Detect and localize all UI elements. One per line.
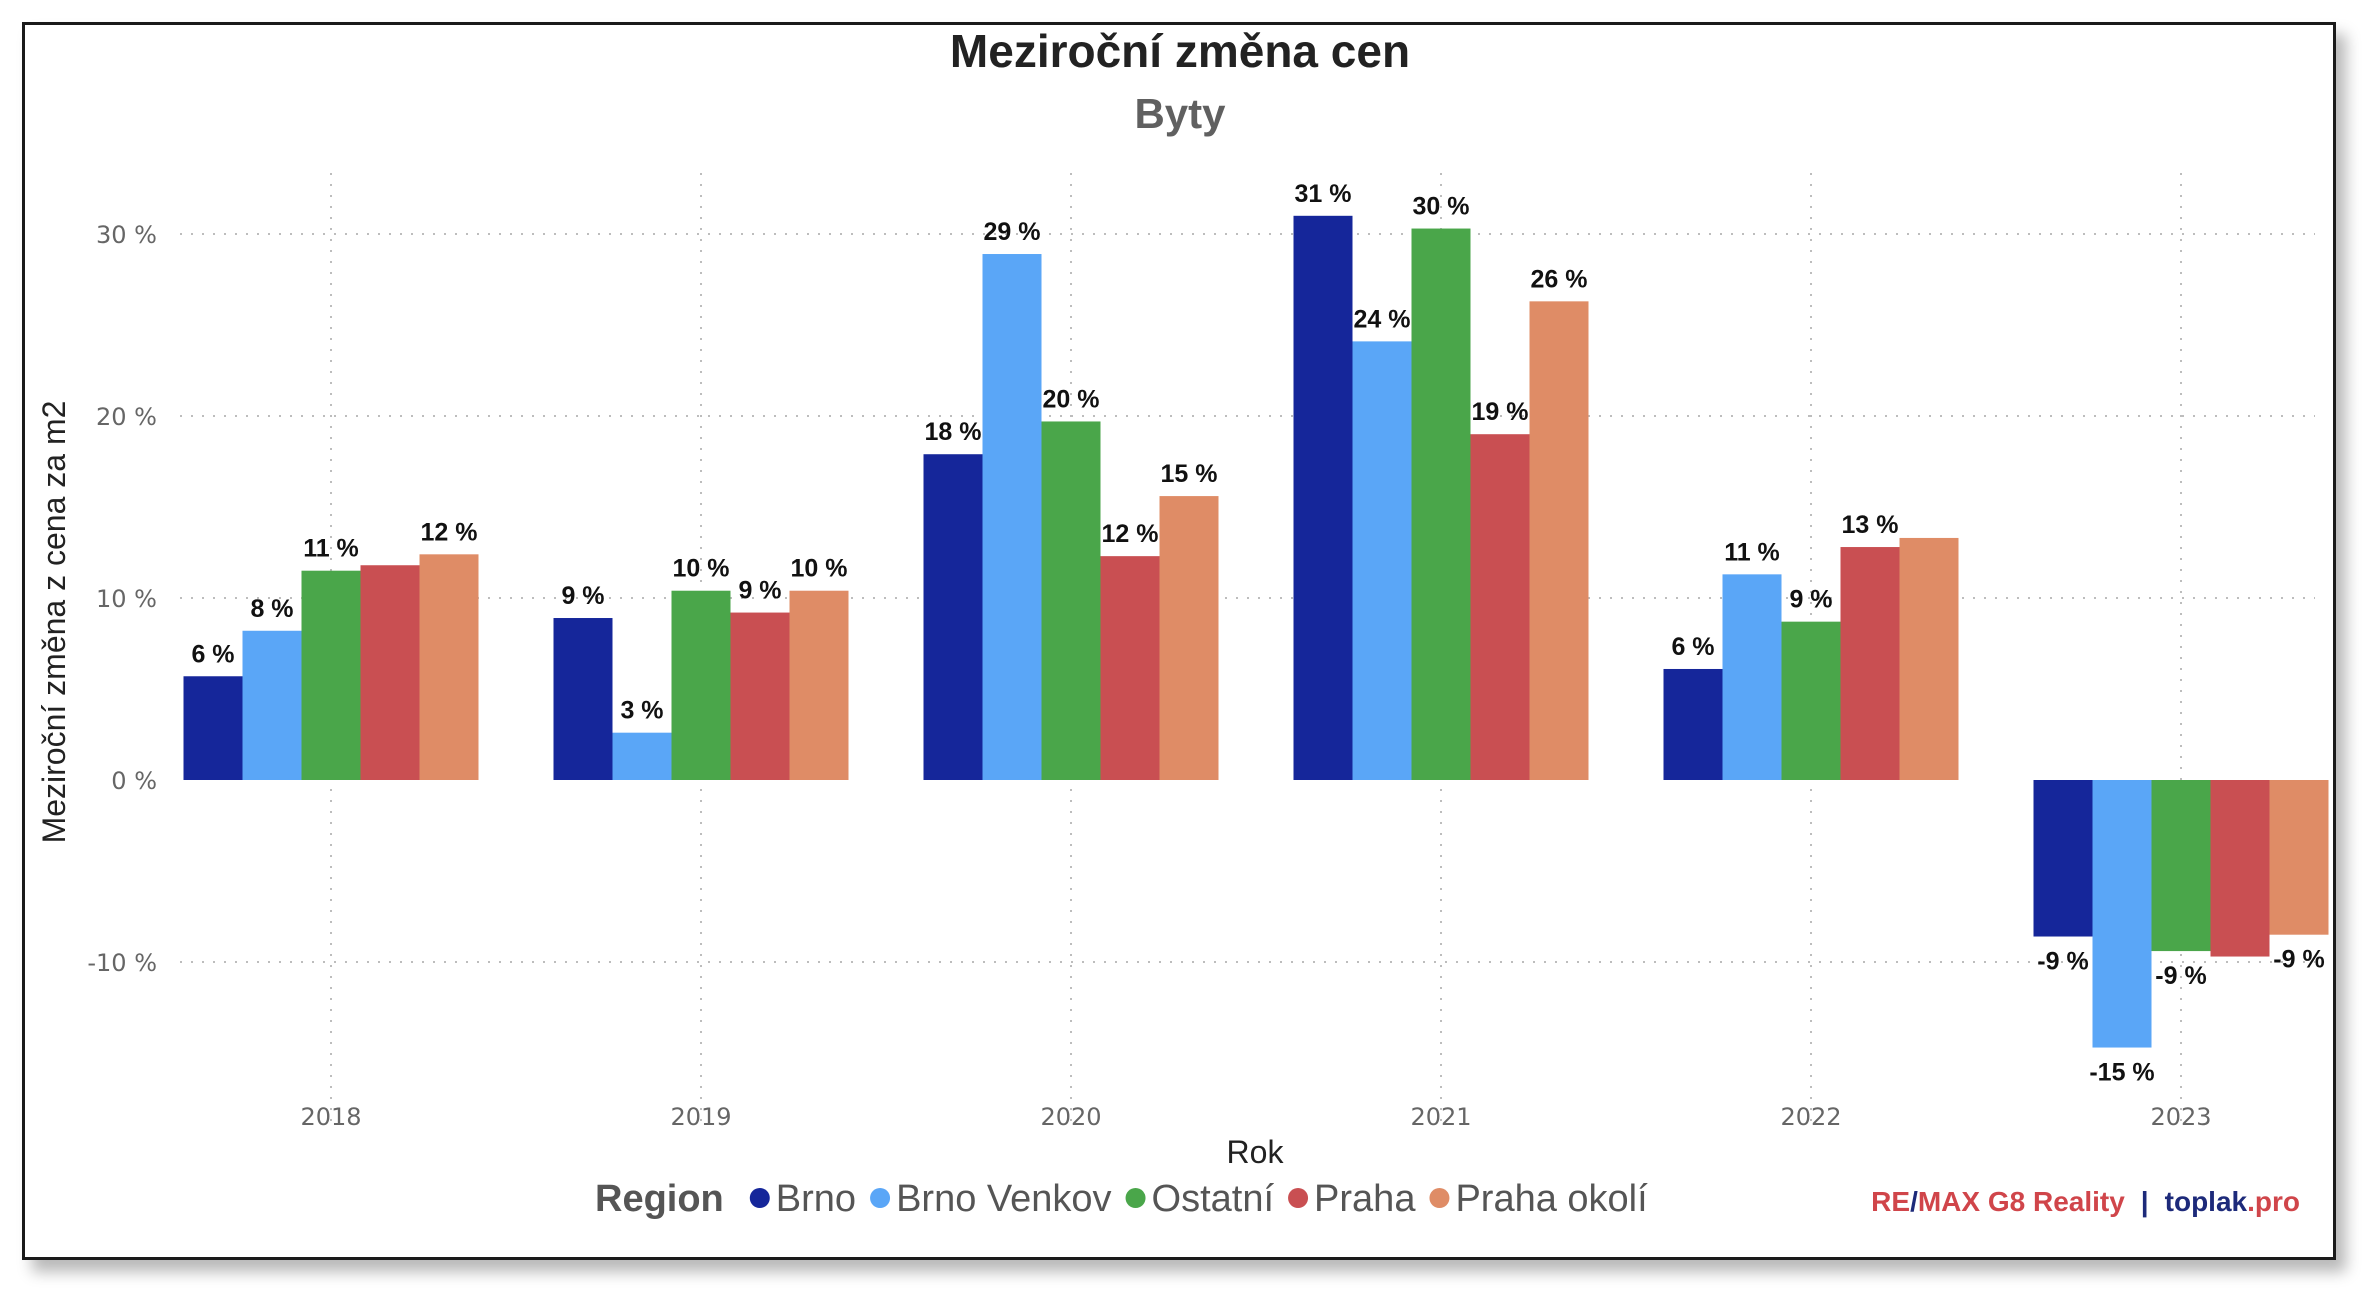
- legend-label: Praha: [1314, 1178, 1416, 1220]
- bar: [1159, 496, 1219, 780]
- credit-re: RE: [1871, 1186, 1910, 1217]
- y-tick-label: 10 %: [96, 585, 157, 613]
- data-label: 9 %: [738, 577, 781, 605]
- bar: [1041, 421, 1101, 780]
- legend-label: Brno Venkov: [896, 1178, 1111, 1220]
- x-tick-label: 2018: [300, 1103, 361, 1131]
- y-tick-label: 30 %: [96, 221, 157, 249]
- data-label: 9 %: [561, 582, 604, 610]
- bar: [612, 732, 672, 780]
- y-axis-ticks: -10 % 0 % 10 % 20 % 30 %: [87, 221, 157, 977]
- y-tick-label: -10 %: [87, 949, 157, 977]
- bar: [419, 554, 479, 780]
- credit-toplak: toplak: [2165, 1186, 2248, 1217]
- data-label: 11 %: [303, 535, 359, 563]
- data-label: -15 %: [2089, 1059, 2154, 1087]
- legend-swatch: [870, 1188, 891, 1208]
- bar: [1899, 537, 1959, 780]
- bar: [923, 454, 983, 780]
- data-label: 20 %: [1043, 385, 1100, 413]
- x-tick-label: 2019: [670, 1103, 731, 1131]
- bar: [730, 612, 790, 780]
- legend-swatch: [1288, 1188, 1309, 1208]
- bar: [1722, 574, 1782, 780]
- bar: [671, 590, 731, 780]
- data-label: 15 %: [1161, 460, 1218, 488]
- bar: [1840, 547, 1900, 780]
- data-label: 19 %: [1472, 398, 1529, 426]
- data-label: 12 %: [1102, 520, 1159, 548]
- data-label: -9 %: [2273, 946, 2324, 974]
- bar: [1529, 301, 1589, 780]
- bar: [1663, 668, 1723, 780]
- data-label: 13 %: [1842, 511, 1899, 539]
- data-label: 10 %: [673, 555, 730, 583]
- bar: [1470, 434, 1530, 780]
- credit-pro: .pro: [2247, 1186, 2300, 1217]
- legend-label: Brno: [776, 1178, 856, 1220]
- credit-text: RE/MAX G8 Reality | toplak.pro: [1871, 1186, 2300, 1217]
- bar: [2269, 780, 2329, 935]
- bar: [1411, 228, 1471, 781]
- credit-slash: /: [1910, 1186, 1918, 1217]
- bar: [242, 630, 302, 780]
- x-axis-ticks: 2018 2019 2020 2021 2022 2023: [300, 1103, 2211, 1131]
- bar: [1781, 621, 1841, 780]
- data-label: -9 %: [2037, 948, 2088, 976]
- data-label: 30 %: [1413, 193, 1470, 221]
- x-tick-label: 2020: [1040, 1103, 1101, 1131]
- bar-chart: Meziroční změna cen Byty -10 % 0 % 10 % 20 …: [36, 25, 2329, 1220]
- data-label: 6 %: [191, 640, 234, 668]
- bar: [360, 565, 420, 780]
- data-label: 24 %: [1354, 305, 1411, 333]
- bar: [1352, 341, 1412, 780]
- data-label: 18 %: [925, 418, 982, 446]
- x-axis-title: Rok: [1227, 1134, 1285, 1170]
- bar: [2033, 780, 2093, 937]
- bar: [1293, 215, 1353, 781]
- legend-title: Region: [595, 1178, 724, 1220]
- bar: [982, 254, 1042, 780]
- legend-swatch: [1125, 1188, 1146, 1208]
- credit-max-g8: MAX G8 Reality: [1918, 1186, 2125, 1217]
- bar: [2151, 780, 2211, 952]
- bar: [553, 618, 613, 780]
- data-label: 11 %: [1724, 538, 1780, 566]
- bar: [183, 676, 243, 780]
- x-tick-label: 2022: [1780, 1103, 1841, 1131]
- chart-title: Meziroční změna cen: [950, 25, 1410, 77]
- bar: [1100, 556, 1160, 780]
- legend-label: Ostatní: [1152, 1178, 1275, 1220]
- data-label: 3 %: [620, 697, 663, 725]
- data-labels: 6 % 9 % 18 % 31 % 6 % -9 % 8 % 3 % 29 % 24 % 11 % -…: [191, 180, 2324, 1087]
- data-label: 29 %: [984, 218, 1041, 246]
- bars: [183, 215, 2329, 1048]
- legend-swatch: [1429, 1188, 1450, 1208]
- x-tick-label: 2021: [1410, 1103, 1471, 1131]
- data-label: 10 %: [791, 555, 848, 583]
- data-label: 26 %: [1531, 265, 1588, 293]
- credit-separator: |: [2141, 1186, 2149, 1217]
- data-label: 8 %: [250, 595, 293, 623]
- y-tick-label: 20 %: [96, 403, 157, 431]
- x-tick-label: 2023: [2150, 1103, 2211, 1131]
- data-label: 12 %: [421, 518, 478, 546]
- y-tick-label: 0 %: [111, 767, 157, 795]
- bar: [301, 570, 361, 780]
- legend-label: Praha okolí: [1455, 1178, 1648, 1220]
- legend-swatch: [749, 1188, 770, 1208]
- bar: [2210, 780, 2270, 957]
- bar: [789, 590, 849, 780]
- data-label: 6 %: [1671, 633, 1714, 661]
- y-axis-title: Meziroční změna z cena za m2: [36, 401, 72, 844]
- bar: [2092, 780, 2152, 1048]
- chart-frame: Meziroční změna cen Byty -10 % 0 % 10 % 20 …: [22, 22, 2336, 1260]
- data-label: 31 %: [1295, 180, 1352, 208]
- data-label: 9 %: [1789, 586, 1832, 614]
- chart-subtitle: Byty: [1134, 90, 1226, 137]
- legend: Region Brno Brno Venkov Ostatní Praha Praha …: [595, 1178, 1648, 1220]
- data-label: -9 %: [2155, 962, 2206, 990]
- gridlines: [180, 173, 2315, 1128]
